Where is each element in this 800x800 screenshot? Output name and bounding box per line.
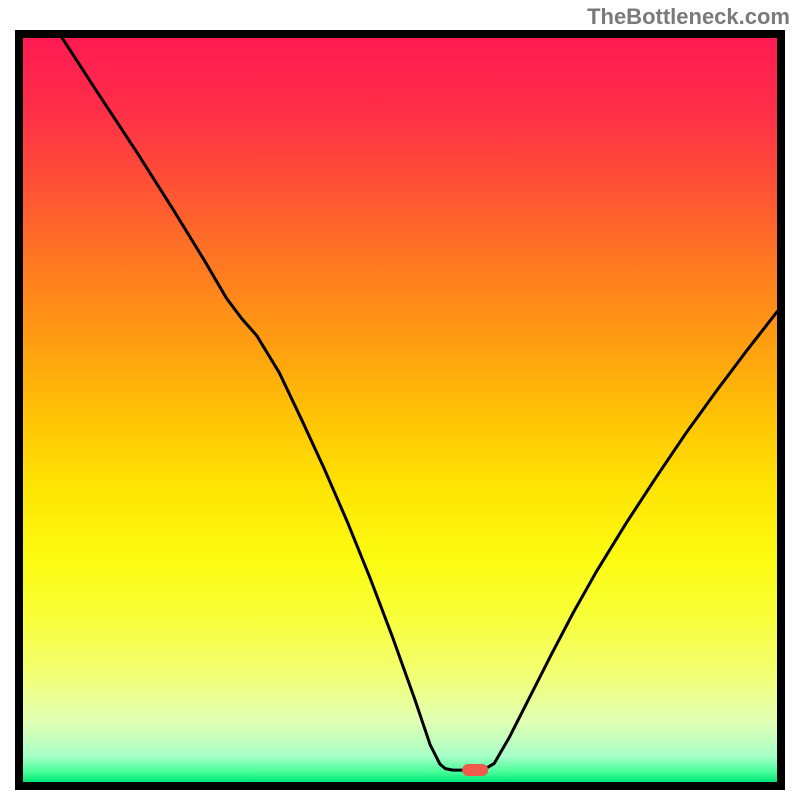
optimal-point-marker <box>463 764 489 776</box>
plot-area <box>23 38 777 782</box>
chart-stage: TheBottleneck.com <box>0 0 800 800</box>
bottleneck-curve <box>23 38 777 782</box>
attribution-text: TheBottleneck.com <box>587 4 790 30</box>
